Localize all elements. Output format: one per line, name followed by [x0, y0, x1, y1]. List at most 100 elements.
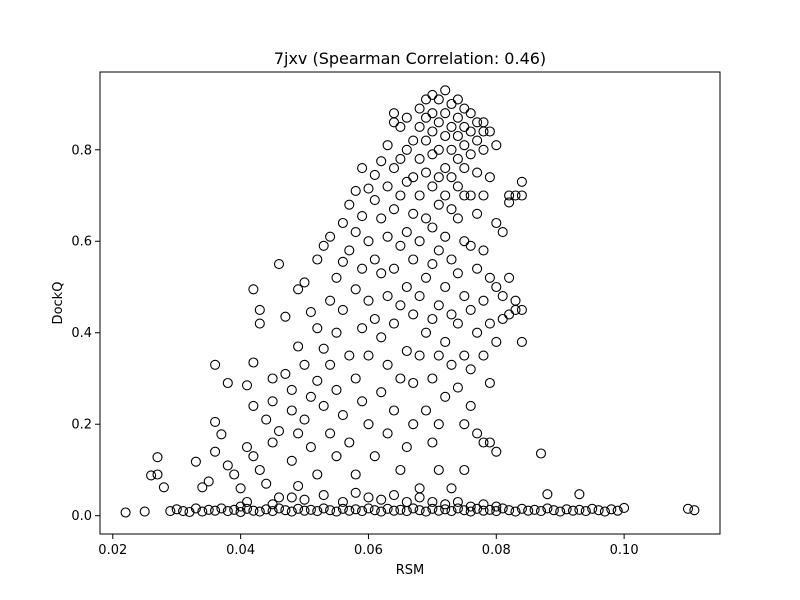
data-point: [504, 197, 515, 208]
data-point: [312, 469, 323, 480]
data-point: [433, 350, 444, 361]
data-point: [420, 94, 432, 105]
data-point: [478, 295, 489, 306]
data-point: [446, 309, 457, 320]
data-point: [120, 507, 131, 518]
data-point: [254, 304, 265, 315]
x-tick-label: 0.10: [610, 543, 639, 558]
data-point: [184, 506, 195, 518]
data-point: [465, 149, 476, 160]
data-point: [312, 506, 323, 517]
data-point: [574, 489, 585, 500]
data-point: [446, 144, 457, 155]
data-point: [376, 332, 387, 343]
data-point: [542, 503, 553, 514]
data-point: [382, 503, 393, 514]
data-point: [414, 505, 425, 516]
data-point: [363, 350, 374, 361]
data-point: [478, 350, 489, 361]
data-point: [567, 505, 579, 516]
data-point: [478, 505, 489, 516]
data-point: [446, 483, 457, 494]
data-point: [440, 391, 451, 402]
data-point: [465, 501, 476, 512]
data-point: [139, 506, 150, 517]
data-point: [414, 350, 425, 361]
data-point: [401, 281, 412, 293]
data-point: [388, 108, 400, 119]
data-point: [433, 172, 444, 183]
data-point: [408, 208, 419, 219]
data-point: [293, 284, 304, 295]
data-point: [210, 505, 221, 516]
x-axis-label: RSM: [396, 563, 425, 578]
data-point: [504, 309, 515, 320]
data-point: [472, 167, 483, 178]
data-point: [459, 236, 470, 247]
data-point: [446, 359, 457, 370]
data-point: [376, 387, 387, 398]
data-point: [344, 245, 355, 256]
data-point: [427, 313, 438, 325]
data-point: [408, 309, 419, 320]
data-point: [261, 478, 272, 489]
x-tick-label: 0.06: [354, 543, 383, 558]
data-point: [497, 313, 508, 325]
x-tick-label: 0.08: [482, 543, 511, 558]
data-point: [197, 506, 208, 517]
data-point: [459, 121, 470, 132]
data-point: [241, 496, 253, 508]
data-point: [497, 227, 508, 238]
data-point: [261, 504, 272, 515]
data-point: [420, 272, 432, 283]
y-axis-ticks: 0.0 0.2 0.4 0.6 0.8: [71, 143, 100, 524]
data-point: [465, 304, 476, 315]
data-point: [612, 505, 623, 516]
data-point: [446, 121, 457, 132]
data-point: [433, 117, 444, 128]
data-point: [440, 190, 451, 201]
data-point: [440, 499, 451, 510]
data-point: [459, 464, 470, 476]
data-point: [357, 163, 368, 174]
data-point: [465, 240, 476, 251]
data-point: [465, 190, 476, 201]
data-point: [305, 391, 316, 402]
data-point: [331, 384, 342, 395]
data-point: [427, 108, 438, 119]
data-point: [299, 505, 310, 516]
data-point: [312, 254, 323, 265]
scatter-points: [120, 85, 700, 518]
data-point: [382, 359, 393, 370]
data-point: [420, 213, 432, 224]
data-point: [510, 506, 521, 517]
data-point: [433, 464, 444, 476]
data-point: [491, 217, 502, 229]
data-point: [395, 121, 406, 132]
data-point: [248, 505, 259, 516]
y-tick-label: 0.8: [71, 143, 92, 158]
data-point: [350, 227, 361, 238]
data-point: [293, 503, 304, 514]
data-point: [248, 400, 259, 411]
data-point: [433, 419, 444, 430]
y-tick-label: 0.6: [71, 235, 92, 250]
data-point: [376, 156, 387, 167]
y-tick-label: 0.4: [71, 326, 92, 341]
data-point: [472, 327, 483, 338]
data-point: [376, 506, 387, 517]
data-point: [535, 448, 547, 459]
data-point: [420, 327, 432, 338]
data-point: [510, 304, 521, 315]
data-point: [357, 396, 368, 407]
data-point: [427, 259, 438, 270]
data-point: [325, 428, 336, 439]
data-point: [261, 414, 272, 425]
data-point: [427, 496, 438, 508]
data-point: [305, 504, 316, 515]
data-point: [427, 181, 438, 192]
y-tick-label: 0.0: [71, 509, 92, 524]
data-point: [420, 112, 432, 123]
data-point: [510, 190, 521, 201]
